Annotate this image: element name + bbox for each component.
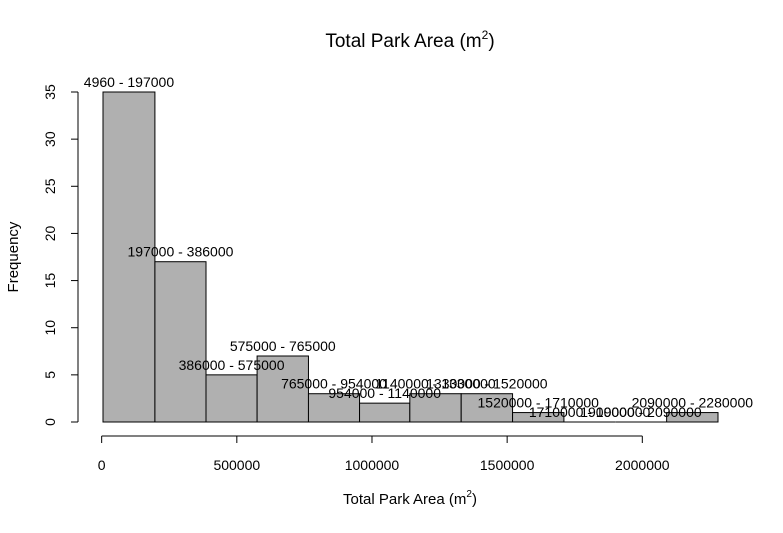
xlabel-superscript: 2 xyxy=(466,489,472,500)
bin-label-7: 1140000 - 1330000 xyxy=(375,376,496,392)
bin-label-11: 1900000 - 2090000 xyxy=(580,404,702,420)
bin-label-12: 2090000 - 2280000 xyxy=(632,395,754,411)
y-tick-label: 10 xyxy=(42,320,58,336)
bin-labels-group: 4960 - 197000 197000 - 386000 386000 - 575… xyxy=(84,74,753,420)
histogram-bar-6 xyxy=(359,402,411,423)
x-tick-label: 2000000 xyxy=(615,457,670,473)
histogram-bar-1 xyxy=(102,91,156,423)
y-tick-label: 15 xyxy=(42,273,58,289)
title-close: ) xyxy=(488,31,494,52)
bin-label-5: 765000 - 954000 xyxy=(281,376,387,392)
histogram-bar-9 xyxy=(512,412,565,423)
histogram-bar-8 xyxy=(460,393,514,423)
bin-label-2: 197000 - 386000 xyxy=(128,244,234,260)
bin-label-3: 386000 - 575000 xyxy=(179,357,285,373)
xlabel-close: ) xyxy=(472,491,477,508)
y-axis: 0 5 10 15 20 25 30 35 xyxy=(42,84,79,426)
bin-label-1: 4960 - 197000 xyxy=(84,74,175,90)
histogram-bar-12 xyxy=(666,412,719,423)
histogram-bar-4 xyxy=(256,355,309,423)
y-tick-label: 25 xyxy=(42,178,58,194)
x-tick-label: 1000000 xyxy=(345,457,400,473)
y-tick-label: 5 xyxy=(42,371,58,379)
histogram-bar-3 xyxy=(205,374,258,423)
title-superscript: 2 xyxy=(482,28,489,42)
bin-label-6: 954000 - 1140000 xyxy=(328,385,441,401)
x-tick-label: 1500000 xyxy=(480,457,535,473)
x-axis-title: Total Park Area (m2) xyxy=(343,489,477,508)
bin-label-9: 1520000 - 1710000 xyxy=(478,395,600,411)
bin-label-10: 1710000 - 1900000 xyxy=(529,404,651,420)
x-tick-label: 500000 xyxy=(213,457,260,473)
y-tick-label: 30 xyxy=(42,131,58,147)
x-tick-label: 0 xyxy=(98,457,106,473)
bin-label-4: 575000 - 765000 xyxy=(230,338,336,354)
y-tick-label: 35 xyxy=(42,84,58,100)
chart-title: Total Park Area (m2) xyxy=(325,28,494,52)
bars-group xyxy=(102,91,719,423)
bin-label-8: 1330000 - 1520000 xyxy=(426,376,548,392)
histogram-bar-2 xyxy=(154,261,207,423)
x-axis: 0 500000 1000000 1500000 2000000 xyxy=(98,435,670,473)
y-tick-label: 20 xyxy=(42,225,58,241)
y-axis-title: Frequency xyxy=(5,221,22,292)
y-tick-label: 0 xyxy=(42,418,58,426)
